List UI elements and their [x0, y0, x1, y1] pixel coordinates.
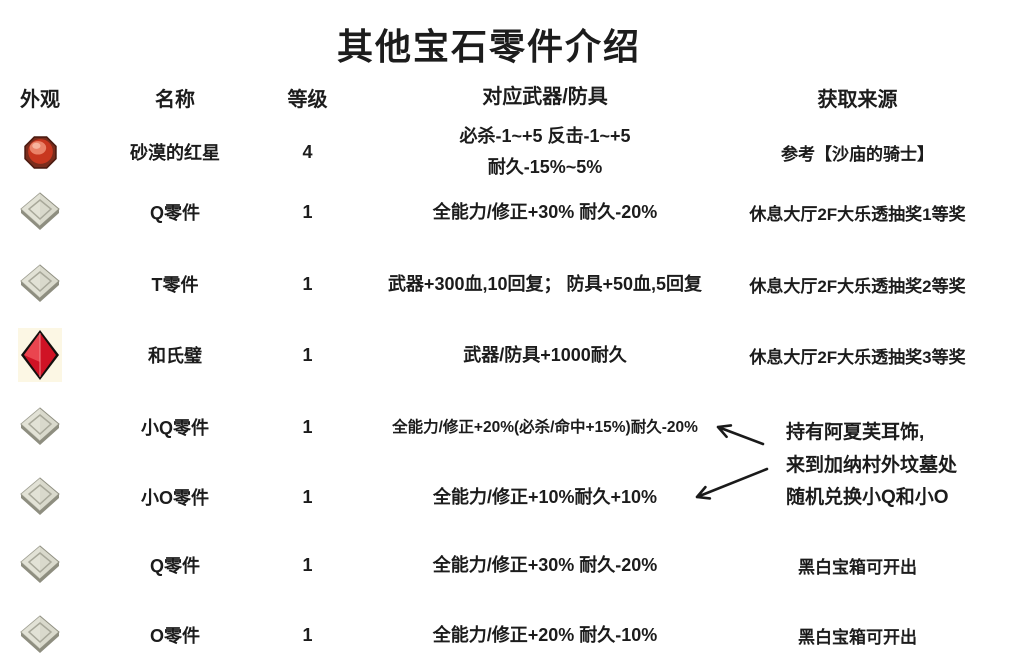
item-level: 1 — [302, 624, 313, 645]
item-source: 黑白宝箱可开出 — [798, 557, 917, 577]
table-row: 砂漠的红星 4 必杀-1~+5 反击-1~+5 耐久-15%~5% 参考【沙庙的… — [0, 118, 1024, 186]
silver-diamond-gem-icon — [19, 615, 61, 655]
item-name: 砂漠的红星 — [130, 143, 220, 163]
silver-diamond-gem-icon — [19, 407, 61, 447]
silver-diamond-gem-icon — [19, 192, 61, 232]
column-header-effect: 对应武器/防具 — [482, 85, 608, 108]
item-effect: 全能力/修正+10%耐久+10% — [432, 486, 658, 507]
annotation-line: 来到加纳村外坟墓处 — [786, 454, 958, 476]
annotation-note: 持有阿夏芙耳饰, 来到加纳村外坟墓处 随机兑换小Q和小O — [786, 417, 957, 515]
item-source: 黑白宝箱可开出 — [798, 627, 917, 647]
item-level: 1 — [302, 273, 313, 294]
page-title: 其他宝石零件介绍 — [336, 26, 641, 67]
red-diamond-gem-icon — [18, 328, 62, 382]
item-effect: 全能力/修正+30% 耐久-20% — [432, 201, 658, 222]
table-row: 小Q零件 1 全能力/修正+20%(必杀/命中+15%)耐久-20% — [0, 392, 1024, 462]
header-row: 外观 名称 等级 对应武器/防具 获取来源 — [0, 82, 1024, 112]
red-round-gem-icon — [23, 135, 58, 170]
item-level: 1 — [302, 416, 313, 437]
silver-diamond-gem-icon — [19, 264, 61, 304]
item-level: 1 — [302, 201, 313, 222]
item-effect-line: 必杀-1~+5 反击-1~+5 — [459, 126, 631, 146]
item-source: 参考【沙庙的骑士】 — [781, 144, 934, 164]
item-effect: 全能力/修正+20%(必杀/命中+15%)耐久-20% — [392, 418, 698, 436]
item-source: 休息大厅2F大乐透抽奖3等奖 — [749, 347, 966, 367]
annotation-line: 持有阿夏芙耳饰, — [786, 422, 925, 443]
table-row: 和氏璧 1 武器/防具+1000耐久 休息大厅2F大乐透抽奖3等奖 — [0, 318, 1024, 392]
item-effect: 武器/防具+1000耐久 — [463, 344, 627, 365]
column-header-name: 名称 — [155, 88, 195, 111]
column-header-level: 等级 — [287, 88, 328, 111]
item-level: 4 — [302, 141, 313, 162]
column-header-appearance: 外观 — [20, 88, 60, 111]
column-header-source: 获取来源 — [817, 88, 898, 111]
annotation-line: 随机兑换小Q和小O — [786, 487, 949, 508]
item-name: 小O零件 — [140, 488, 209, 508]
item-source: 休息大厅2F大乐透抽奖2等奖 — [749, 276, 966, 296]
item-name: O零件 — [149, 626, 200, 646]
table-row: T零件 1 武器+300血,10回复； 防具+50血,5回复 休息大厅2F大乐透… — [0, 249, 1024, 319]
table-row: Q零件 1 全能力/修正+30% 耐久-20% 休息大厅2F大乐透抽奖1等奖 — [0, 177, 1024, 247]
silver-diamond-gem-icon — [19, 477, 61, 517]
item-effect: 全能力/修正+20% 耐久-10% — [432, 624, 658, 645]
item-name: 和氏璧 — [148, 346, 202, 366]
item-source: 休息大厅2F大乐透抽奖1等奖 — [749, 204, 966, 224]
item-name: 小Q零件 — [140, 418, 209, 438]
item-effect-line: 耐久-15%~5% — [487, 157, 603, 177]
table-row: Q零件 1 全能力/修正+30% 耐久-20% 黑白宝箱可开出 — [0, 530, 1024, 600]
item-effect: 全能力/修正+30% 耐久-20% — [432, 554, 658, 575]
item-name: Q零件 — [149, 203, 200, 223]
table-row: O零件 1 全能力/修正+20% 耐久-10% 黑白宝箱可开出 — [0, 600, 1024, 670]
item-level: 1 — [302, 344, 313, 365]
item-level: 1 — [302, 554, 313, 575]
item-effect: 必杀-1~+5 反击-1~+5 耐久-15%~5% — [350, 118, 740, 186]
item-name: T零件 — [151, 275, 199, 295]
item-effect: 武器+300血,10回复； 防具+50血,5回复 — [387, 273, 703, 294]
silver-diamond-gem-icon — [19, 545, 61, 585]
table-row: 小O零件 1 全能力/修正+10%耐久+10% — [0, 462, 1024, 532]
item-level: 1 — [302, 486, 313, 507]
item-name: Q零件 — [149, 556, 200, 576]
